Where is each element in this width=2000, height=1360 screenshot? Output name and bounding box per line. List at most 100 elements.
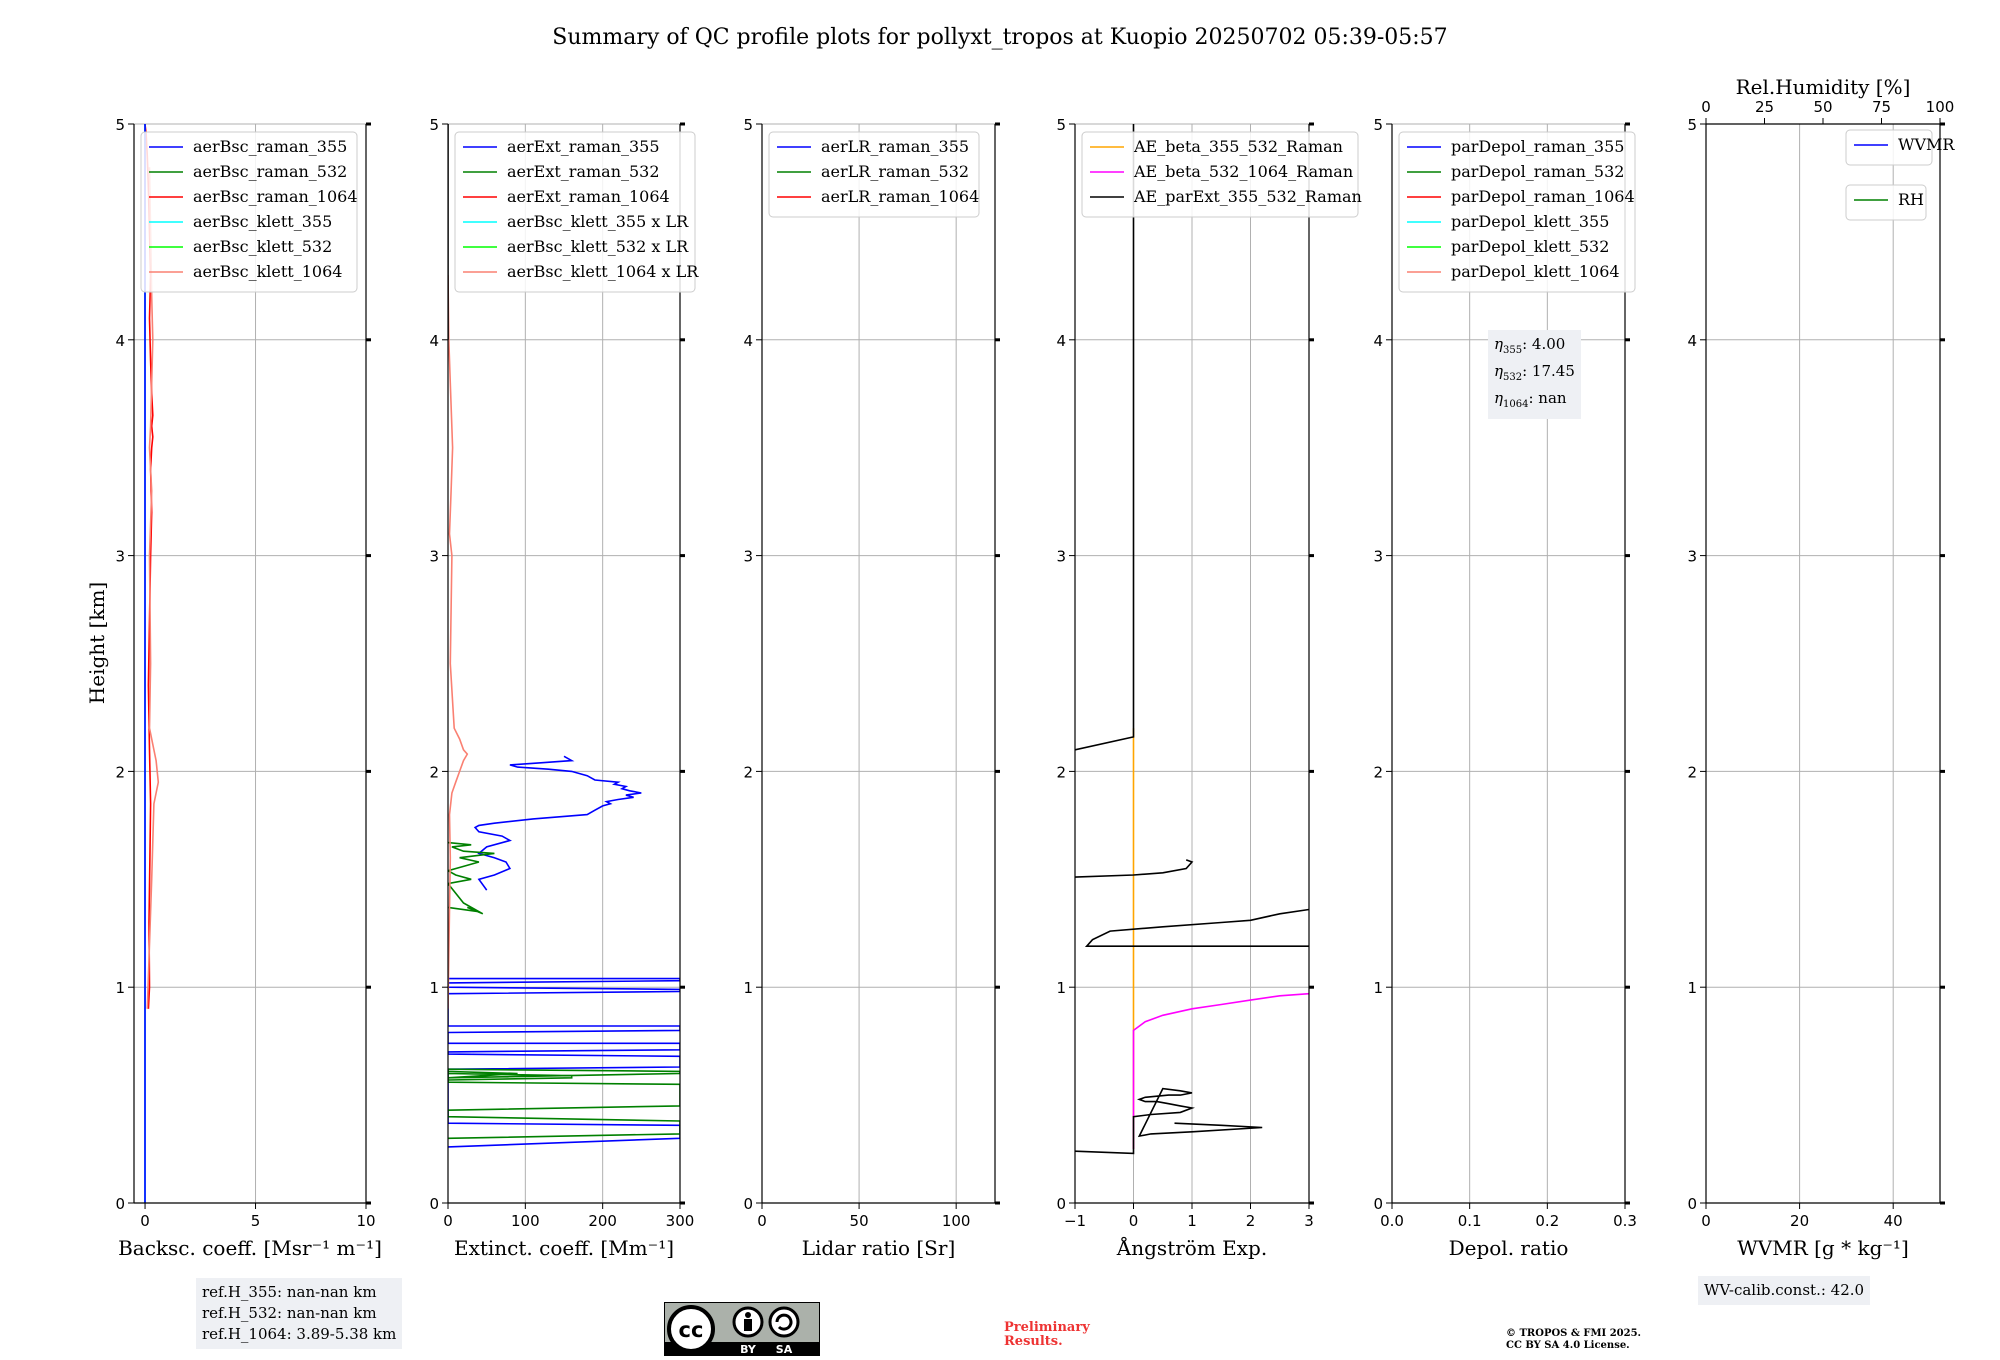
eta-1064: η1064: nan bbox=[1494, 389, 1567, 410]
eta-box: η355: 4.00 η532: 17.45 η1064: nan bbox=[1488, 330, 1581, 419]
y-tick-label: 5 bbox=[115, 116, 125, 134]
y-tick-label: 2 bbox=[115, 763, 125, 781]
series-line-green bbox=[448, 1068, 680, 1140]
series-group bbox=[448, 124, 680, 1148]
y-tick-label: 2 bbox=[429, 763, 439, 781]
x-tick-label: 5 bbox=[251, 1212, 261, 1230]
legend-entry: parDepol_klett_355 bbox=[1451, 212, 1609, 231]
y-tick-label: 1 bbox=[743, 979, 753, 997]
y-tick-label: 3 bbox=[1687, 548, 1697, 566]
y-tick-label: 4 bbox=[1056, 332, 1066, 350]
x-axis-label: Backsc. coeff. [Msr⁻¹ m⁻¹] bbox=[118, 1236, 382, 1260]
y-tick-label: 1 bbox=[115, 979, 125, 997]
x-tick-label: 40 bbox=[1884, 1212, 1903, 1230]
x-tick-label: 10 bbox=[356, 1212, 375, 1230]
legend-entry: parDepol_klett_532 bbox=[1451, 237, 1609, 256]
series-line-blue bbox=[473, 755, 642, 891]
series-line-black bbox=[1075, 1087, 1263, 1155]
y-tick-label: 0 bbox=[1373, 1195, 1383, 1213]
x-tick-label: 0.2 bbox=[1535, 1212, 1559, 1230]
y-tick-label: 4 bbox=[115, 332, 125, 350]
x-axis-label: Depol. ratio bbox=[1449, 1236, 1569, 1260]
copyright-line-2: CC BY SA 4.0 License. bbox=[1506, 1340, 1630, 1351]
x-tick-label: 0 bbox=[1129, 1212, 1139, 1230]
sa-icon bbox=[768, 1306, 800, 1338]
y-tick-label: 2 bbox=[1687, 763, 1697, 781]
by-label: BY bbox=[740, 1343, 757, 1356]
eta-532: η532: 17.45 bbox=[1494, 362, 1575, 383]
copyright-note: © TROPOS & FMI 2025. CC BY SA 4.0 Licens… bbox=[1506, 1328, 1641, 1352]
wv-calib-text: WV-calib.const.: 42.0 bbox=[1704, 1281, 1865, 1299]
legend-entry: aerBsc_raman_1064 bbox=[193, 187, 358, 206]
y-tick-label: 5 bbox=[743, 116, 753, 134]
x-tick-label: 100 bbox=[942, 1212, 971, 1230]
legend-entry: AE_parExt_355_532_Raman bbox=[1133, 187, 1362, 206]
y-tick-label: 5 bbox=[1373, 116, 1383, 134]
series-line-black bbox=[1084, 908, 1309, 948]
x-tick-label: 0.0 bbox=[1380, 1212, 1404, 1230]
legend-entry: aerBsc_klett_1064 bbox=[193, 262, 342, 281]
x-tick-label: 2 bbox=[1246, 1212, 1256, 1230]
y-tick-label: 5 bbox=[429, 116, 439, 134]
x-tick-label: 0.1 bbox=[1458, 1212, 1482, 1230]
series-line-green bbox=[448, 841, 495, 915]
x-axis-label: Lidar ratio [Sr] bbox=[802, 1236, 956, 1260]
eta-532-value: 17.45 bbox=[1531, 362, 1575, 380]
x2-tick-label: 100 bbox=[1926, 98, 1955, 116]
x-tick-label: 3 bbox=[1304, 1212, 1314, 1230]
figure-title: Summary of QC profile plots for pollyxt_… bbox=[552, 25, 1447, 50]
preliminary-note: Preliminary Results. bbox=[1004, 1321, 1090, 1349]
x-tick-label: 1 bbox=[1187, 1212, 1197, 1230]
x-axis-label: WVMR [g * kg⁻¹] bbox=[1737, 1236, 1909, 1260]
legend-box bbox=[454, 131, 696, 293]
copyright-line-1: © TROPOS & FMI 2025. bbox=[1506, 1328, 1642, 1339]
legend-entry: AE_beta_532_1064_Raman bbox=[1133, 162, 1353, 181]
legend-box bbox=[1845, 184, 1927, 221]
series-line-salmon bbox=[448, 275, 469, 1009]
series-line-black bbox=[1075, 859, 1194, 878]
x2-tick-label: 25 bbox=[1755, 98, 1774, 116]
y-tick-label: 0 bbox=[115, 1195, 125, 1213]
x-tick-label: 50 bbox=[850, 1212, 869, 1230]
y-tick-label: 3 bbox=[115, 548, 125, 566]
x2-tick-label: 75 bbox=[1872, 98, 1891, 116]
ref-height-355: ref.H_355: nan-nan km bbox=[202, 1283, 377, 1301]
legend-entry: aerExt_raman_532 bbox=[507, 162, 660, 181]
sa-label: SA bbox=[776, 1343, 793, 1356]
y-tick-label: 1 bbox=[1373, 979, 1383, 997]
panel-extinction: 0 100 200 300 0 1 2 3 4 5 Extinct. coeff. [Mm⁻¹] ae… bbox=[429, 116, 699, 1260]
cc-by-sa-logo: cc BY SA bbox=[664, 1302, 820, 1356]
legend-box bbox=[768, 131, 980, 218]
legend-entry: aerExt_raman_1064 bbox=[507, 187, 670, 206]
series-line-blue bbox=[448, 977, 680, 1148]
legend-entry: aerExt_raman_355 bbox=[507, 137, 660, 156]
x2-tick-label: 0 bbox=[1701, 98, 1711, 116]
x-tick-label: 100 bbox=[511, 1212, 540, 1230]
y-tick-label: 2 bbox=[1056, 763, 1066, 781]
y-tick-label: 5 bbox=[1056, 116, 1066, 134]
legend-entry: aerBsc_klett_1064 x LR bbox=[507, 262, 699, 281]
x-tick-label: 0.3 bbox=[1613, 1212, 1637, 1230]
legend-entry: parDepol_raman_1064 bbox=[1451, 187, 1635, 206]
legend-entry: AE_beta_355_532_Raman bbox=[1133, 137, 1343, 156]
x-tick-label: −1 bbox=[1064, 1212, 1086, 1230]
legend-entry: aerBsc_klett_355 x LR bbox=[507, 212, 689, 231]
y-tick-label: 0 bbox=[743, 1195, 753, 1213]
legend-entry: aerBsc_raman_355 bbox=[193, 137, 347, 156]
series-line-salmon bbox=[146, 167, 160, 1009]
legend-entry: aerBsc_klett_355 bbox=[193, 212, 332, 231]
preliminary-line-1: Preliminary bbox=[1004, 1320, 1090, 1335]
ref-height-532: ref.H_532: nan-nan km bbox=[202, 1304, 377, 1322]
x-tick-label: 0 bbox=[443, 1212, 453, 1230]
legend-entry: aerBsc_klett_532 x LR bbox=[507, 237, 689, 256]
legend-entry: aerLR_raman_532 bbox=[821, 162, 969, 181]
legend-entry: aerBsc_klett_532 bbox=[193, 237, 332, 256]
legend-entry: aerLR_raman_1064 bbox=[821, 187, 979, 206]
x-axis-label: Extinct. coeff. [Mm⁻¹] bbox=[454, 1236, 674, 1260]
y-tick-label: 3 bbox=[743, 548, 753, 566]
legend-box bbox=[140, 131, 358, 293]
series-group bbox=[1075, 124, 1309, 1155]
legend-entry: aerLR_raman_355 bbox=[821, 137, 969, 156]
legend-entry: WVMR bbox=[1898, 135, 1955, 154]
